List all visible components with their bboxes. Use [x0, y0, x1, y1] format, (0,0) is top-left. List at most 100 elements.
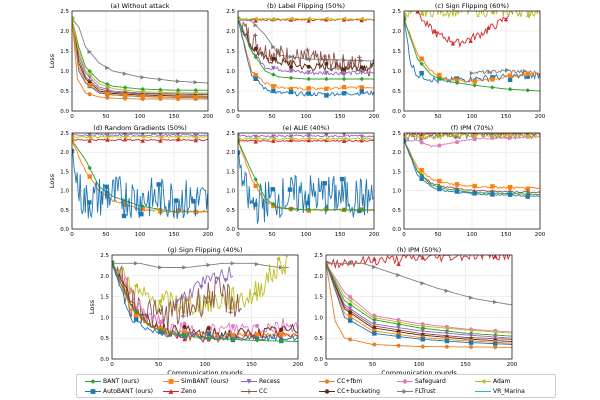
series-marker-Recess — [468, 333, 474, 338]
series-line-Adam — [112, 255, 289, 316]
chart-title: (h) IPM (50%) — [397, 246, 441, 254]
series-marker-SimBANT — [306, 86, 311, 91]
series-line-Zeno — [238, 139, 374, 142]
series-marker-Adam — [507, 133, 513, 137]
series-line-CCbucketing — [326, 263, 512, 342]
series-marker-FLTrust — [87, 49, 92, 54]
series-marker-Adam — [133, 283, 138, 288]
series-line-SimBANT — [404, 140, 540, 190]
series-marker-Adam — [288, 136, 294, 141]
series-marker-CCfbm — [87, 92, 92, 97]
series-marker-BANT — [230, 337, 236, 342]
series-marker-Recess — [324, 70, 329, 76]
series-marker-Safeguard — [472, 137, 477, 142]
series-marker-Zeno — [468, 38, 473, 43]
series-marker-FLTrust — [271, 44, 276, 50]
y-tick-label: 0.0 — [392, 109, 401, 115]
series-line-Adam — [326, 263, 512, 334]
series-marker-Recess — [140, 133, 145, 137]
series-marker-CCbucketing — [342, 67, 347, 72]
series-marker-SimBANT — [437, 178, 442, 184]
y-tick-label: 1.5 — [392, 49, 401, 55]
series-marker-BANT — [359, 76, 364, 82]
panel-2: 0.0 0.5 1.0 1.5 2.0 2.5 0 50 100 150 200 (c) Sign F… — [392, 2, 545, 120]
series-line-Recess — [72, 133, 208, 137]
series-marker-CC — [228, 310, 233, 315]
x-tick-label: 0 — [402, 114, 406, 120]
series-marker-AutoBANT — [525, 194, 530, 199]
series-marker-FLTrust — [306, 56, 311, 62]
series-marker-CCbucketing — [206, 326, 211, 331]
axes-frame — [71, 132, 209, 230]
axes-frame — [237, 132, 375, 230]
y-axis-label: Loss — [48, 53, 56, 68]
series-marker-CCbucketing — [182, 324, 187, 329]
series-marker-AutoBANT — [139, 211, 144, 217]
series-line-Safeguard — [404, 135, 540, 148]
series-marker-Safeguard — [230, 324, 235, 329]
series-marker-Adam — [87, 72, 92, 78]
series-marker-BANT — [419, 61, 424, 66]
series-marker-FLTrust — [133, 261, 139, 266]
legend-swatch — [475, 391, 491, 392]
series-marker-Recess — [176, 133, 180, 137]
y-tick-label: 2.5 — [392, 131, 401, 137]
series-marker-Safeguard — [255, 323, 260, 328]
series-marker-AutoBANT — [288, 89, 294, 95]
series-marker-Recess — [199, 285, 204, 290]
series-marker-SimBANT — [490, 184, 495, 189]
series-marker-CCfbm — [193, 97, 198, 101]
series-line-BANT — [404, 18, 540, 92]
series-marker-BANT — [359, 207, 364, 212]
series-marker-AutoBANT — [507, 192, 513, 197]
series-marker-BANT — [372, 317, 377, 323]
legend-label: Zeno — [181, 388, 197, 395]
y-tick-label: 2.5 — [60, 131, 69, 137]
series-marker-FLTrust — [182, 265, 187, 270]
series-marker-Zeno — [420, 255, 425, 260]
series-marker-FLTrust — [254, 261, 260, 267]
series-marker-FLTrust — [105, 65, 110, 70]
y-tick-label: 0.0 — [226, 227, 235, 233]
y-tick-label: 2.5 — [100, 253, 109, 259]
series-marker-Adam — [404, 12, 407, 17]
series-line-CCbucketing — [72, 18, 208, 97]
x-tick-label: 50 — [369, 362, 376, 368]
series-marker-BANT — [437, 76, 442, 81]
series-marker-Zeno — [396, 261, 401, 266]
x-tick-label: 150 — [169, 232, 180, 238]
series-marker-Adam — [493, 329, 498, 335]
series-line-CCbucketing — [238, 19, 374, 73]
x-tick-label: 50 — [269, 114, 276, 120]
series-marker-Adam — [341, 16, 347, 21]
series-marker-BANT — [490, 85, 495, 90]
series-marker-AutoBANT — [454, 189, 460, 194]
series-marker-BANT — [206, 336, 211, 341]
series-marker-AutoBANT — [493, 341, 498, 346]
series-marker-Recess — [359, 70, 364, 75]
series-marker-Adam — [306, 16, 311, 21]
series-marker-Zeno — [450, 41, 456, 46]
series-marker-Adam — [454, 133, 460, 138]
y-tick-label: 2.0 — [60, 29, 69, 35]
series-line-Adam — [238, 17, 374, 21]
series-marker-CCbucketing — [271, 56, 276, 61]
y-tick-label: 1.5 — [226, 49, 235, 55]
series-marker-FLTrust — [444, 288, 450, 294]
series-marker-Recess — [122, 133, 128, 138]
axes-frame — [71, 10, 209, 112]
series-marker-BANT — [347, 302, 353, 307]
series-marker-Adam — [525, 13, 530, 19]
series-marker-FLTrust — [372, 264, 377, 270]
series-marker-FLTrust — [420, 281, 425, 286]
series-marker-FLTrust — [193, 80, 198, 85]
series-line-Recess — [238, 19, 374, 76]
series-marker-SimBANT — [122, 93, 128, 98]
x-tick-label: 50 — [269, 232, 276, 238]
series-marker-SimBANT — [87, 174, 92, 179]
y-tick-label: 1.0 — [392, 189, 401, 195]
x-tick-label: 150 — [501, 232, 512, 238]
y-tick-label: 0.0 — [314, 357, 323, 363]
series-marker-Zeno — [486, 25, 491, 30]
legend-label: Safeguard — [415, 378, 446, 385]
